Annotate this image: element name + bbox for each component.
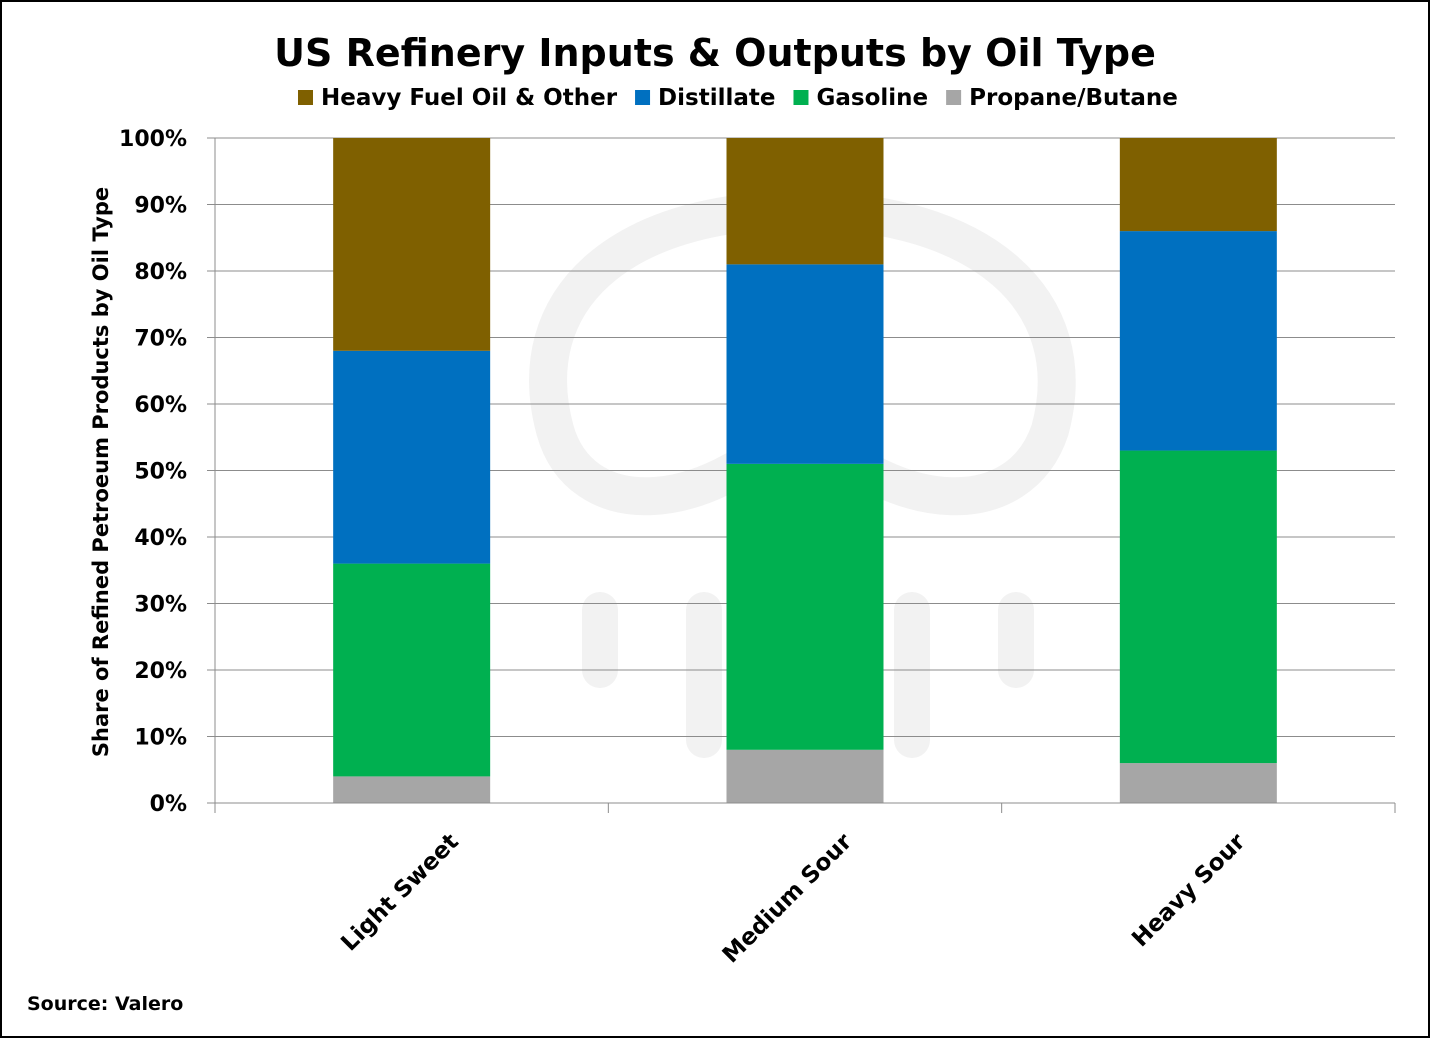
bar-segment-gasoline [726,463,884,750]
source-note: Source: Valero [27,993,183,1015]
y-tick-label: 80% [134,260,187,285]
y-tick-label: 40% [134,526,187,551]
legend-label: Gasoline [816,85,928,111]
bars [333,138,1277,803]
x-tick-label: Light Sweet [336,829,464,957]
legend: Heavy Fuel Oil & Other Distillate Gasoline… [298,85,1178,111]
bar-segment-distillate [333,350,491,564]
bar-segment-heavy-fuel-oil-other [726,138,884,265]
y-tick-label: 90% [134,194,187,219]
y-tick-label: 0% [150,792,187,817]
y-tick-label: 30% [134,593,187,618]
y-axis-label: Share of Refined Petroeum Products by Oi… [89,187,113,757]
y-tick-label: 10% [134,726,187,751]
chart-title: US Refinery Inputs & Outputs by Oil Type [274,31,1156,75]
y-tick-label: 50% [134,460,187,485]
legend-swatch [298,90,313,105]
bar-segment-propane-butane [1119,763,1277,803]
bar-segment-gasoline [333,563,491,777]
x-tick-label: Heavy Sour [1127,828,1251,952]
legend-swatch [793,90,809,105]
legend-label: Propane/Butane [969,85,1178,111]
legend-swatch [635,90,651,105]
legend-label: Distillate [658,85,775,111]
bar-segment-heavy-fuel-oil-other [1119,138,1277,232]
bar-segment-propane-butane [726,749,884,803]
y-tick-label: 20% [134,659,187,684]
x-tick-label: Medium Sour [718,828,858,968]
bar-segment-distillate [726,264,884,464]
y-tick-label: 100% [119,127,187,152]
legend-swatch [946,90,962,105]
bar-segment-propane-butane [333,776,491,803]
watermark-logo [529,190,1076,758]
bar-segment-heavy-fuel-oil-other [333,138,491,351]
bar-segment-distillate [1119,231,1277,451]
legend-label: Heavy Fuel Oil & Other [321,85,618,111]
y-tick-label: 60% [134,393,187,418]
y-tick-label: 70% [134,327,187,352]
bar-segment-gasoline [1119,450,1277,764]
